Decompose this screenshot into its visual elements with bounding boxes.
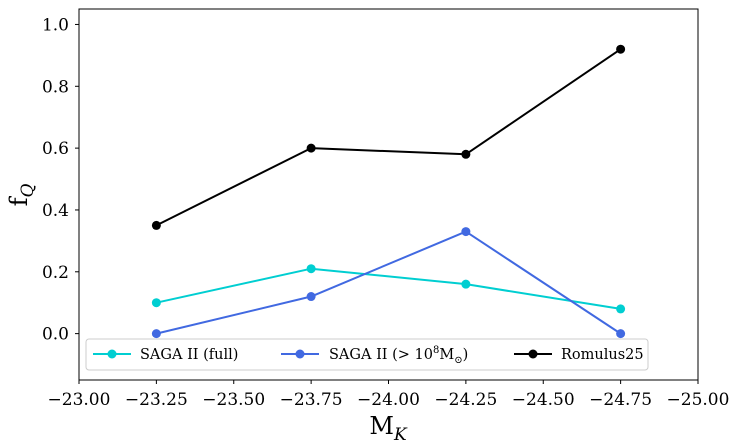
legend-marker-saga-mass: [295, 349, 305, 359]
legend-label-saga-full: SAGA II (full): [140, 347, 238, 363]
legend-box: [85, 338, 649, 371]
data-point-saga-full: [461, 279, 471, 289]
data-point-saga-full: [306, 264, 316, 274]
series-line-saga-mass: [156, 230, 622, 335]
svg-text:fQ: fQ: [5, 184, 38, 207]
data-point-saga-full: [151, 298, 161, 308]
x-tick-label: −24.50: [512, 390, 575, 410]
data-point-romulus25: [151, 220, 161, 230]
data-point-saga-mass: [151, 329, 161, 339]
y-tick-label: 0.0: [42, 325, 69, 345]
x-tick-label: −24.00: [357, 390, 420, 410]
data-point-romulus25: [306, 143, 316, 153]
x-tick-label: −23.50: [202, 390, 265, 410]
x-tick-label: −24.25: [434, 390, 497, 410]
data-point-saga-mass: [616, 329, 626, 339]
legend-item-saga-full: SAGA II (full): [93, 347, 238, 363]
x-tick-label: −23.00: [48, 390, 111, 410]
legend-label-saga-mass: SAGA II (> 108M⊙): [329, 345, 468, 366]
y-tick-label: 0.8: [42, 77, 69, 97]
x-tick-label: −24.75: [589, 390, 652, 410]
series-romulus25: [151, 44, 626, 230]
y-tick-label: 0.2: [42, 263, 69, 283]
data-point-romulus25: [461, 149, 471, 159]
x-tick-label: −23.75: [280, 390, 343, 410]
series-line-romulus25: [155, 48, 622, 227]
x-axis-title: MK: [369, 412, 408, 445]
legend-marker-saga-full: [107, 349, 117, 359]
data-point-saga-mass: [306, 292, 316, 302]
x-axis: −23.00 −23.25 −23.50 −23.75 −24.00 −24.25 −24.…: [48, 380, 730, 410]
series-line-saga-full: [156, 267, 621, 310]
x-tick-label: −23.25: [125, 390, 188, 410]
y-axis: 0.0 0.2 0.4 0.6 0.8 1.0: [42, 15, 79, 345]
data-point-saga-mass: [461, 227, 471, 237]
legend-label-romulus25: Romulus25: [561, 347, 644, 363]
legend-item-romulus25: Romulus25: [514, 347, 644, 363]
series-saga-full: [151, 264, 626, 314]
data-point-romulus25: [616, 44, 626, 54]
y-tick-label: 0.4: [42, 201, 69, 221]
series-layer: [151, 44, 626, 339]
y-tick-label: 1.0: [42, 15, 69, 35]
x-tick-label: −25.00: [667, 390, 730, 410]
legend: SAGA II (full) SAGA II (> 108M⊙) Romulus…: [85, 338, 649, 371]
y-tick-label: 0.6: [42, 139, 69, 159]
y-axis-title: fQ: [5, 184, 38, 207]
legend-marker-romulus25: [528, 349, 538, 359]
data-point-saga-full: [616, 304, 626, 314]
series-saga-mass: [151, 227, 626, 339]
